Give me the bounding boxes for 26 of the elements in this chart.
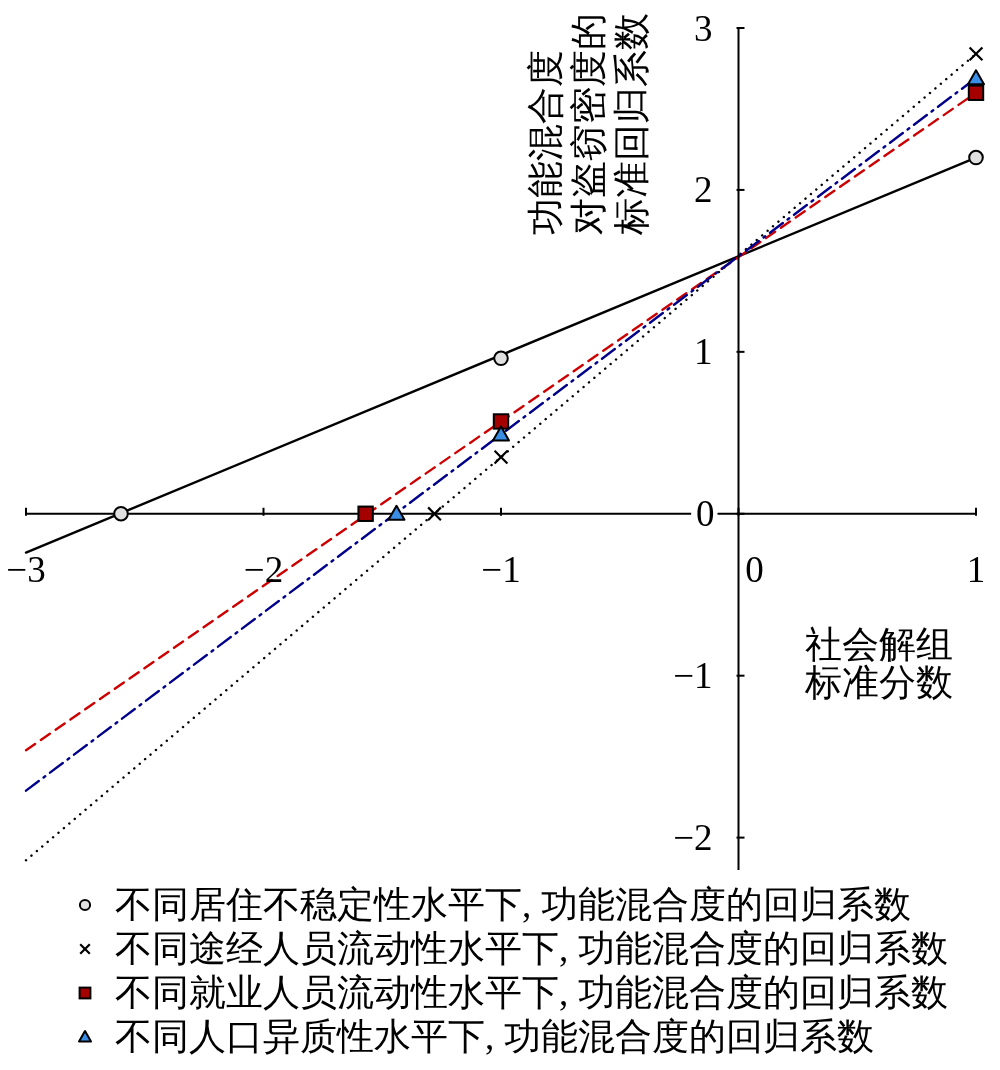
legend-label: 不同人口异质性水平下, 功能混合度的回归系数 (115, 1015, 874, 1059)
point (492, 425, 510, 442)
point (387, 504, 406, 521)
legend-label: 不同途经人员流动性水平下, 功能混合度的回归系数 (115, 928, 948, 969)
point (967, 84, 985, 101)
point (493, 350, 509, 367)
x-tick-label: −1 (481, 549, 521, 591)
x-axis-title: 社会解组标准分数 (803, 623, 953, 703)
y-tick-label: 1 (694, 331, 713, 373)
point (967, 69, 985, 86)
legend-label: 不同就业人员流动性水平下, 功能混合度的回归系数 (115, 972, 948, 1013)
x-tick-label: 1 (966, 549, 986, 591)
y-axis-title: 功能混合度对盗窃密度的标准回归系数 (525, 13, 653, 236)
y-tick-label: 2 (694, 169, 713, 211)
point (113, 505, 129, 522)
y-tick-label: −1 (673, 655, 713, 697)
x-tick-label: −2 (243, 549, 284, 591)
x-tick-label: −3 (6, 549, 46, 591)
x-tick-label: 0 (745, 549, 764, 591)
point (357, 505, 374, 522)
legend-label: 不同居住不稳定性水平下, 功能混合度的回归系数 (115, 884, 911, 925)
y-tick-label: 3 (694, 7, 713, 49)
y-tick-label: 0 (696, 493, 715, 535)
point (968, 149, 984, 166)
y-tick-label: −2 (673, 817, 713, 859)
point (492, 413, 510, 430)
